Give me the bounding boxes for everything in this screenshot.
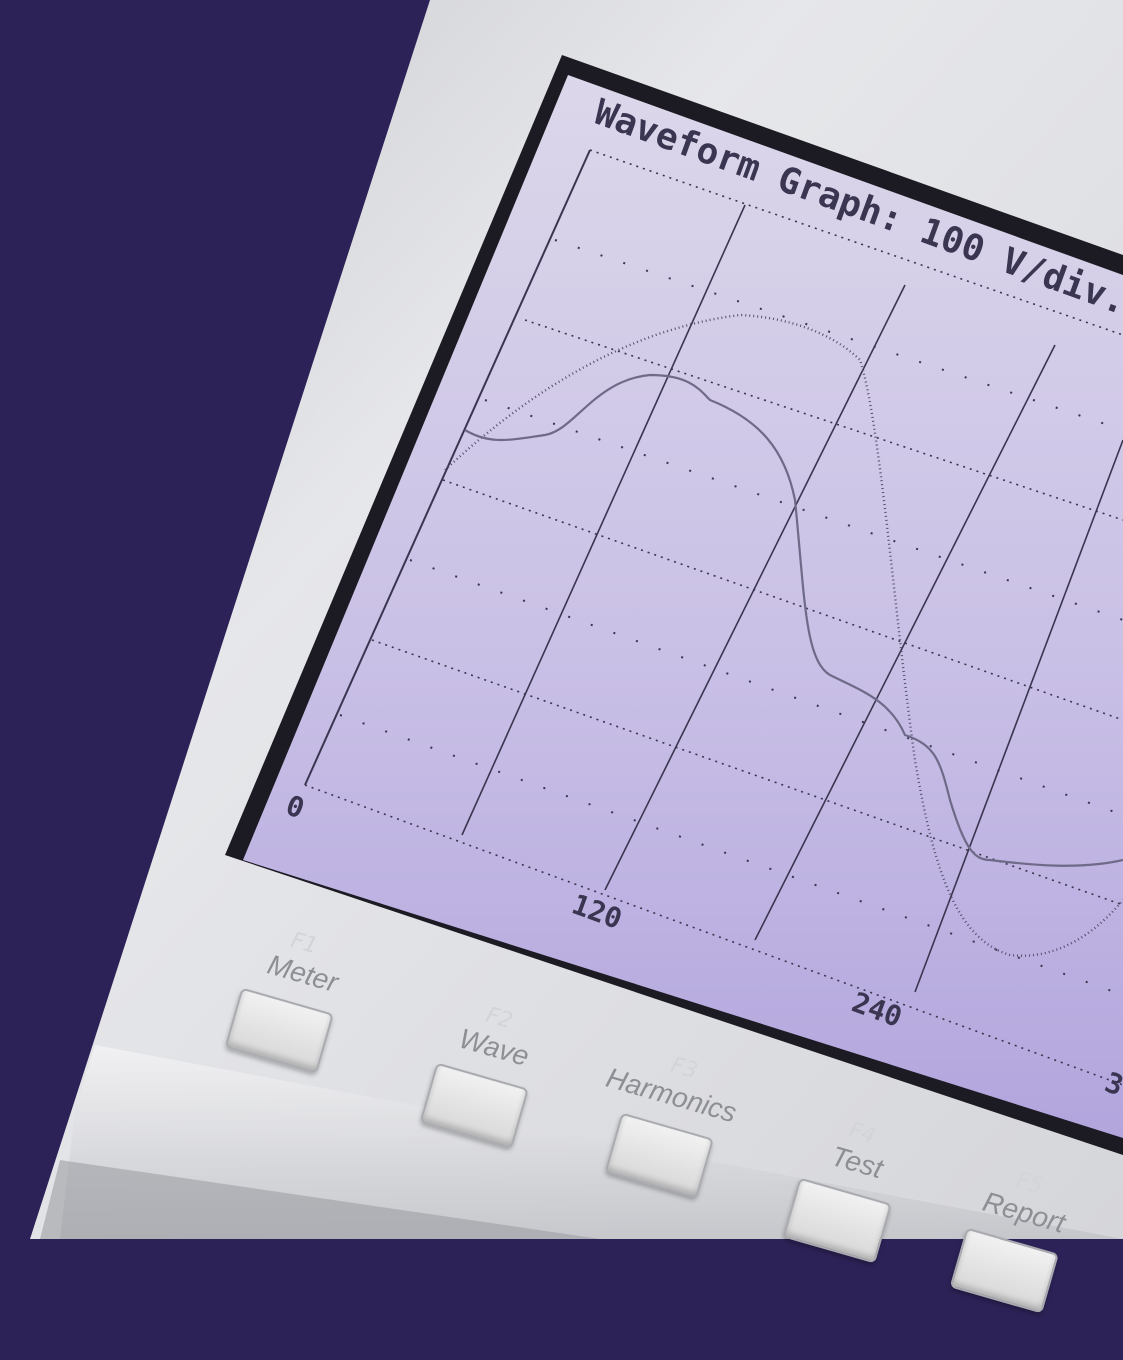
f1-button[interactable] bbox=[224, 987, 334, 1074]
x-tick-label-360: 3 bbox=[1101, 1066, 1123, 1103]
grid-horizontal-line bbox=[304, 784, 1123, 1086]
lcd-screen bbox=[243, 75, 1123, 1138]
y-axis-line bbox=[304, 149, 591, 786]
x-tick-label-120: 120 bbox=[568, 888, 627, 936]
lcd-text-layer: Waveform Graph: 100 V/div. 2 0 120 240 3 bbox=[282, 92, 1123, 1103]
current-trace bbox=[464, 373, 1123, 867]
grid-vertical-line bbox=[461, 204, 746, 836]
y-axis-zero-label: 0 bbox=[282, 789, 309, 826]
f5-button[interactable] bbox=[949, 1227, 1059, 1314]
voltage-trace bbox=[444, 313, 1123, 957]
grid-vertical-line bbox=[914, 439, 1123, 993]
grid-vertical-line bbox=[754, 344, 1056, 941]
f3-button[interactable] bbox=[604, 1112, 714, 1199]
grid-horizontal-line bbox=[524, 319, 1123, 521]
grid-horizontal-line bbox=[442, 479, 1123, 721]
lower-trim bbox=[60, 1045, 1123, 1239]
grid-vertical-line bbox=[604, 284, 906, 891]
f4-button[interactable] bbox=[782, 1177, 892, 1264]
grid-dot-row bbox=[484, 399, 1123, 621]
waveform-graph-title: Waveform Graph: 100 V/div. 2 bbox=[589, 92, 1123, 338]
f2-button[interactable] bbox=[419, 1062, 529, 1149]
x-tick-label-240: 240 bbox=[848, 986, 907, 1034]
grid-horizontal-line bbox=[589, 149, 1123, 336]
device-photo bbox=[30, 0, 1123, 1239]
